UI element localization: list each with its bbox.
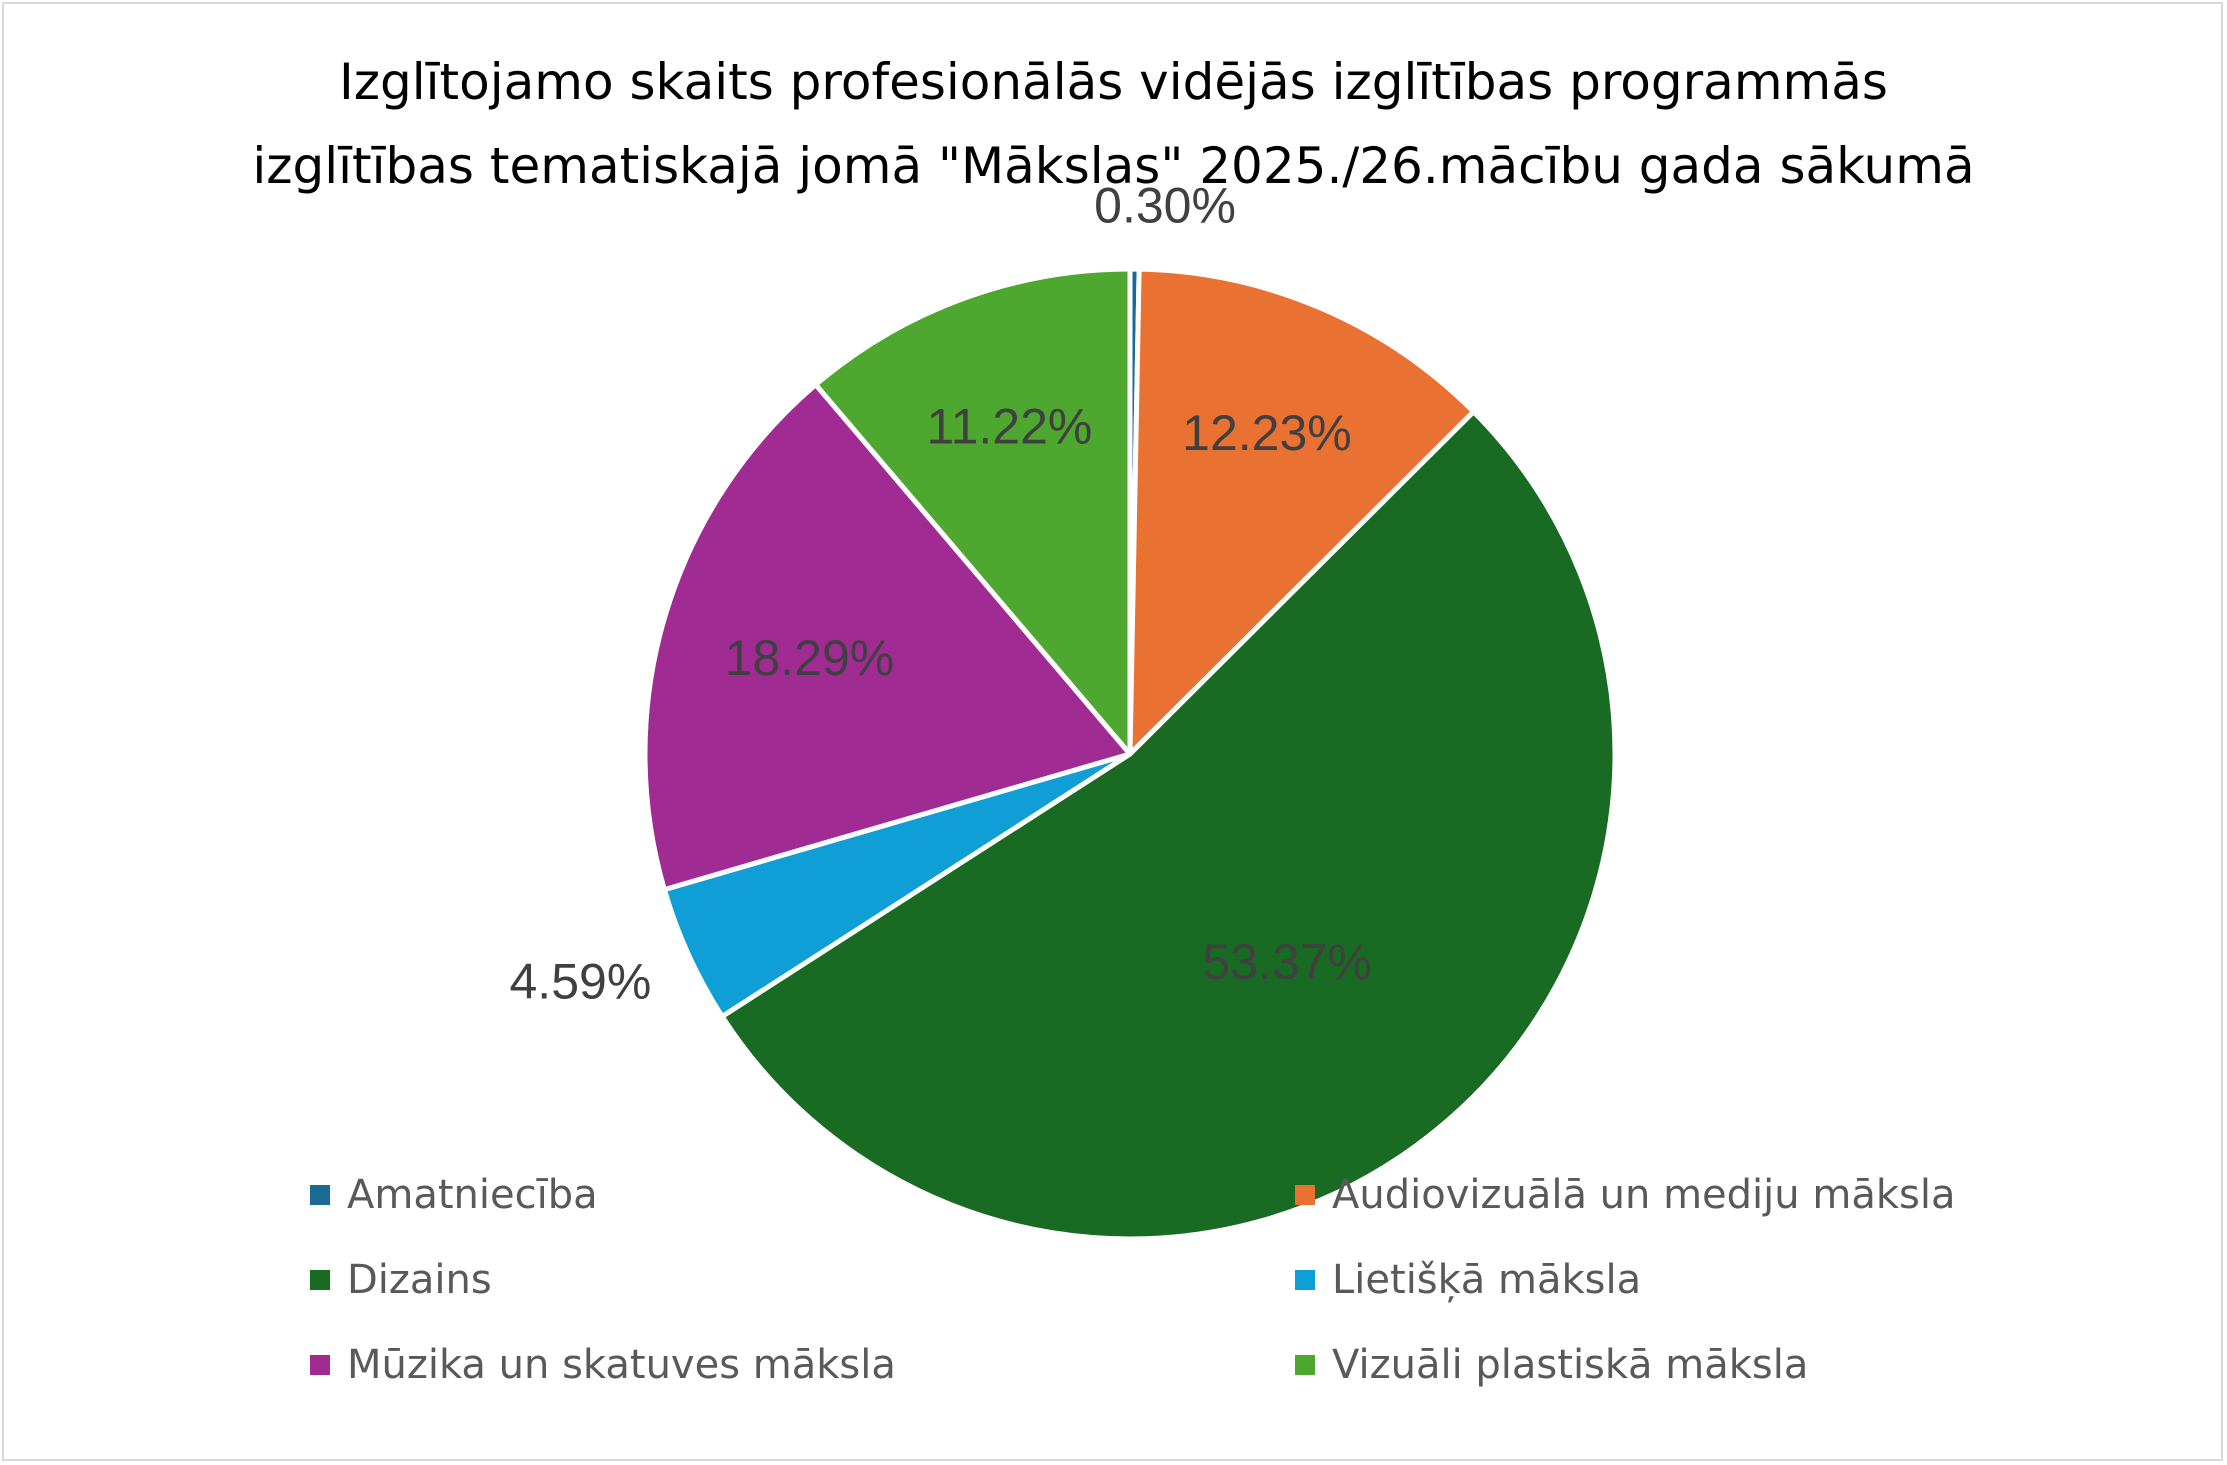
legend-swatch [310,1270,330,1290]
data-label-audiovizuala: 12.23% [1182,405,1352,461]
legend-audiovizuala: Audiovizuālā un mediju māksla [1295,1170,1955,1220]
legend-label: Vizuāli plastiskā māksla [1332,1342,1809,1388]
legend-swatch [1295,1185,1315,1205]
legend-label: Lietišķā māksla [1332,1257,1642,1303]
legend-label: Amatniecība [347,1172,598,1218]
data-label-dizains: 53.37% [1202,934,1372,990]
legend-swatch [310,1355,330,1375]
legend-muzika: Mūzika un skatuves māksla [310,1340,896,1390]
legend-swatch [1295,1355,1315,1375]
legend-swatch [1295,1270,1315,1290]
slice-dizains [719,409,1618,1242]
slice-muzika [642,382,1133,893]
pie-slices [642,266,1618,1242]
slice-vizuali [813,266,1133,757]
chart-title: Izglītojamo skaits profesionālās vidējās… [0,40,2227,208]
legend-label: Audiovizuālā un mediju māksla [1332,1172,1956,1218]
slice-audiovizuala [1127,266,1477,757]
legend-lietiska: Lietišķā māksla [1295,1255,1641,1305]
pie-data-labels: 0.30% 12.23% 53.37% 4.59% 18.29% 11.22% [510,178,1373,1010]
data-label-amatnieciba: 0.30% [1094,178,1236,234]
legend-dizains: Dizains [310,1255,492,1305]
legend-vizuali: Vizuāli plastiskā māksla [1295,1340,1808,1390]
legend-swatch [310,1185,330,1205]
data-label-lietiska: 4.59% [510,953,652,1009]
legend-amatnieciba: Amatniecība [310,1170,598,1220]
data-label-muzika: 18.29% [725,630,895,686]
legend-label: Mūzika un skatuves māksla [347,1342,896,1388]
data-label-vizuali: 11.22% [927,398,1093,454]
legend-label: Dizains [347,1257,492,1303]
chart-title-line-1: Izglītojamo skaits profesionālās vidējās… [339,53,1888,111]
chart-title-line-2: izglītības tematiskajā jomā "Mākslas" 20… [252,137,1975,195]
